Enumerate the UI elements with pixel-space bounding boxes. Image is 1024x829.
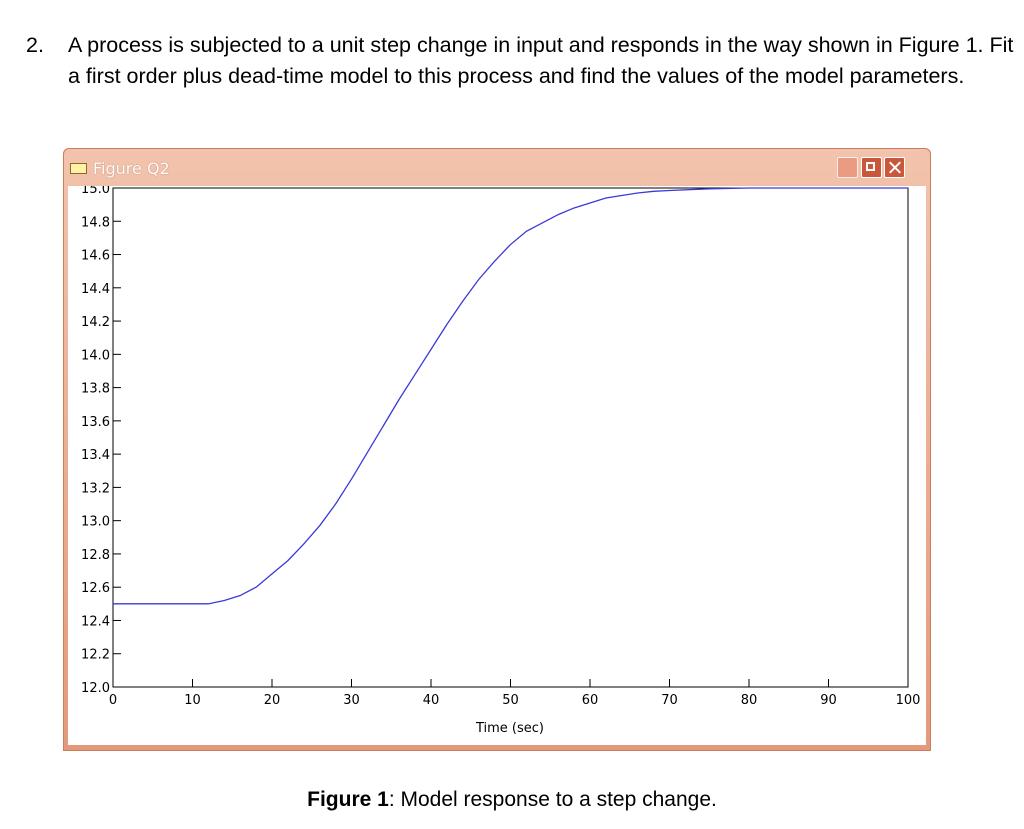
y-tick-label: 12.6 — [81, 581, 110, 596]
x-axis: 0 10 20 30 40 50 60 70 80 90 100 — [109, 679, 921, 708]
y-tick-label: 12.8 — [81, 548, 110, 563]
minimize-button[interactable] — [837, 157, 858, 178]
figure-caption: Figure 1: Model response to a step chang… — [0, 788, 1024, 812]
y-tick-label: 13.2 — [81, 481, 110, 496]
x-tick-label: 60 — [582, 693, 599, 708]
step-response-chart: 12.0 12.2 12.4 12.6 12.8 13.0 13.2 13.4 13.6 13.8… — [81, 182, 921, 736]
window-titlebar[interactable]: Figure Q2 — [63, 148, 931, 186]
figure-client-area: 12.0 12.2 12.4 12.6 12.8 13.0 13.2 13.4 13.6 13.8… — [68, 182, 926, 745]
window-title: Figure Q2 — [93, 159, 170, 178]
y-tick-label: 14.4 — [81, 282, 110, 297]
y-tick-label: 13.0 — [81, 515, 110, 530]
x-tick-label: 0 — [109, 693, 117, 708]
x-tick-label: 100 — [896, 693, 921, 708]
y-tick-label: 14.2 — [81, 315, 110, 330]
x-axis-label: Time (sec) — [475, 721, 544, 736]
caption-label: Figure 1 — [307, 788, 389, 811]
x-tick-label: 80 — [741, 693, 758, 708]
y-tick-label: 14.0 — [81, 348, 110, 363]
x-tick-label: 40 — [423, 693, 440, 708]
y-tick-label: 12.4 — [81, 614, 110, 629]
y-tick-label: 13.8 — [81, 382, 110, 397]
x-tick-label: 70 — [661, 693, 678, 708]
y-axis: 12.0 12.2 12.4 12.6 12.8 13.0 13.2 13.4 13.6 13.8… — [81, 182, 121, 696]
maximize-button[interactable] — [861, 157, 882, 178]
x-tick-label: 10 — [184, 693, 201, 708]
figure-window: Figure Q2 12.0 12.2 12.4 12.6 12.8 13.0 13.2 13… — [63, 148, 931, 751]
caption-text: : Model response to a step change. — [388, 788, 717, 811]
x-tick-label: 50 — [502, 693, 519, 708]
y-tick-label: 13.6 — [81, 415, 110, 430]
y-tick-label: 13.4 — [81, 448, 110, 463]
response-curve — [113, 187, 908, 605]
y-tick-label: 15.0 — [81, 186, 110, 197]
close-button[interactable] — [884, 157, 905, 178]
question-body: A process is subjected to a unit step ch… — [68, 33, 1014, 88]
y-tick-label: 12.2 — [81, 648, 110, 663]
x-tick-label: 20 — [264, 693, 281, 708]
y-tick-label: 12.0 — [81, 681, 110, 696]
window-app-icon — [70, 163, 87, 174]
x-tick-label: 30 — [343, 693, 360, 708]
x-tick-label: 90 — [820, 693, 837, 708]
plot-frame — [112, 187, 909, 688]
question-number: 2. — [26, 33, 44, 57]
y-tick-label: 14.6 — [81, 249, 110, 264]
y-tick-label: 14.8 — [81, 215, 110, 230]
